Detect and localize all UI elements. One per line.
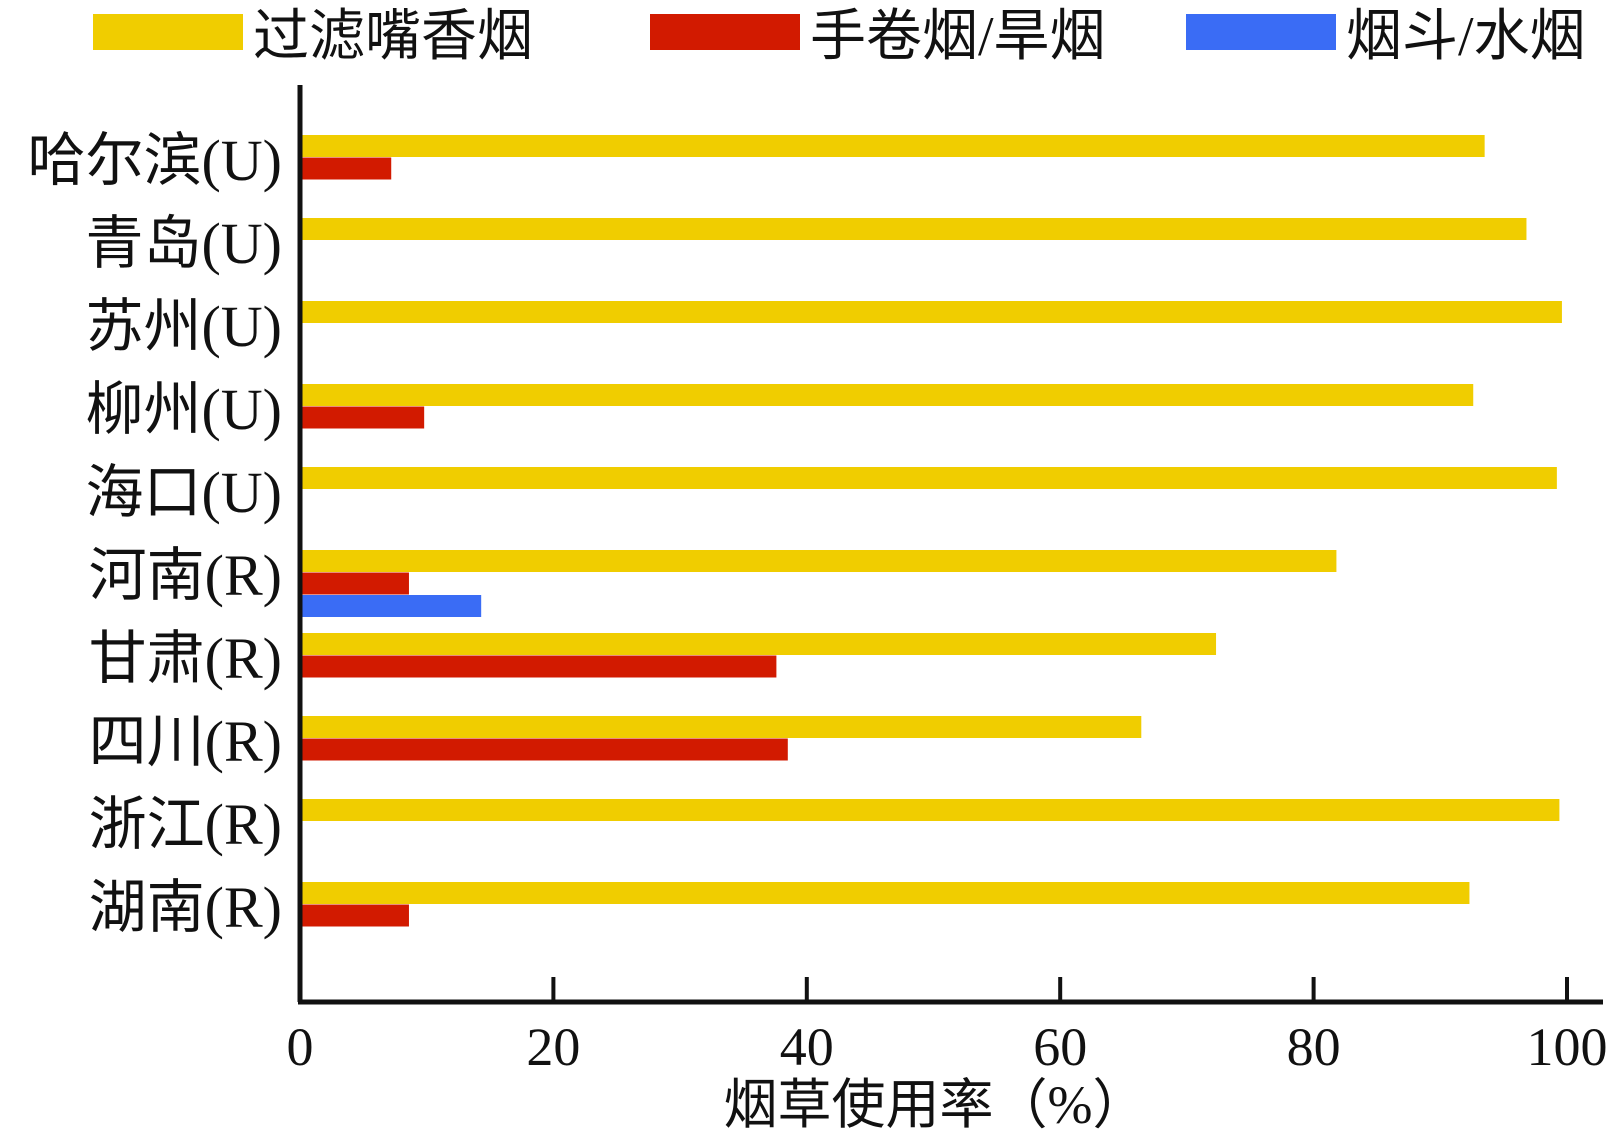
x-tick-label-4: 60	[1033, 1017, 1087, 1077]
bar-1-8	[302, 716, 1142, 738]
bar-3-6	[302, 595, 482, 617]
y-axis-label-4: 柳州(U)	[85, 377, 282, 442]
bar-1-6	[302, 550, 1337, 572]
axes	[297, 85, 1603, 1005]
bar-1-9	[302, 799, 1560, 821]
x-tick-label-5: 80	[1287, 1017, 1341, 1077]
bar-2-10	[302, 904, 409, 927]
legend-swatch-3	[1186, 14, 1336, 50]
x-axis-ticks: 0 20 40 60 80 100	[287, 977, 1608, 1077]
legend-label-1: 过滤嘴香烟	[253, 6, 533, 68]
legend-label-3: 烟斗/水烟	[1346, 6, 1586, 68]
bar-2-7	[302, 655, 777, 678]
bars	[302, 135, 1562, 927]
y-axis-label-3: 苏州(U)	[85, 294, 282, 359]
bar-2-4	[302, 406, 425, 429]
bar-1-3	[302, 301, 1562, 323]
x-tick-label-6: 100	[1527, 1017, 1608, 1077]
bar-1-1	[302, 135, 1485, 157]
y-axis-label-2: 青岛(U)	[85, 211, 282, 276]
bar-1-10	[302, 882, 1470, 904]
x-axis-title: 烟草使用率（%）	[724, 1075, 1147, 1132]
y-axis-label-1: 哈尔滨(U)	[27, 128, 282, 193]
legend: 过滤嘴香烟 手卷烟/旱烟 烟斗/水烟	[93, 6, 1586, 68]
y-axis-label-5: 海口(U)	[85, 460, 282, 525]
x-tick-label-1: 0	[287, 1017, 314, 1077]
bar-2-8	[302, 738, 788, 761]
x-tick-label-2: 20	[526, 1017, 580, 1077]
y-axis-label-10: 湖南(R)	[89, 875, 282, 940]
y-axis-label-9: 浙江(R)	[89, 792, 282, 857]
bar-1-5	[302, 467, 1557, 489]
bar-1-7	[302, 633, 1217, 655]
y-axis-label-6: 河南(R)	[89, 543, 282, 608]
y-axis-label-7: 甘肃(R)	[89, 626, 282, 691]
bar-2-1	[302, 157, 392, 180]
legend-label-2: 手卷烟/旱烟	[810, 6, 1106, 68]
legend-swatch-2	[650, 14, 800, 50]
bar-2-6	[302, 572, 409, 595]
y-axis-labels: 哈尔滨(U) 青岛(U) 苏州(U) 柳州(U) 海口(U) 河南(R) 甘肃(R) 四川(R…	[27, 128, 282, 940]
y-axis-label-8: 四川(R)	[89, 709, 282, 774]
bar-1-2	[302, 218, 1527, 240]
x-tick-label-3: 40	[780, 1017, 834, 1077]
legend-swatch-1	[93, 14, 243, 50]
bar-1-4	[302, 384, 1474, 406]
